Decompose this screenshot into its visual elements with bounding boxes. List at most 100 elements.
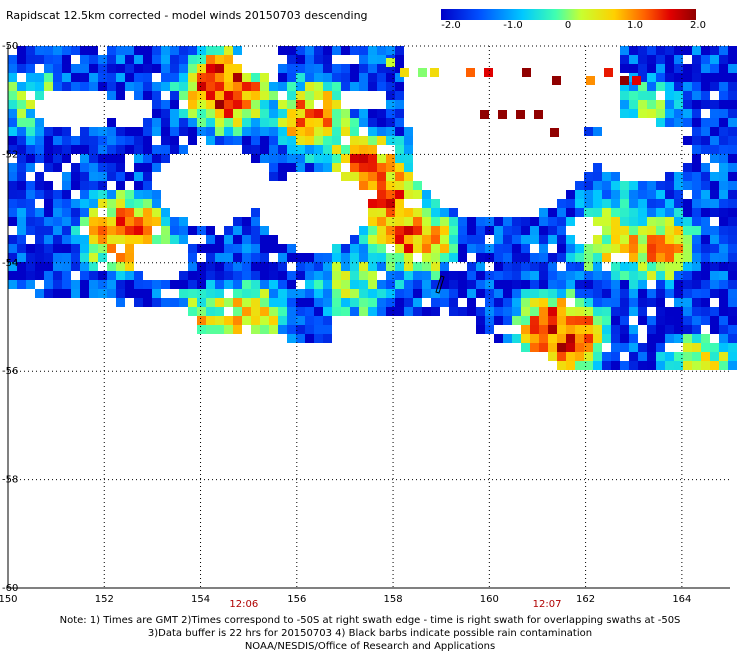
heatmap-cell <box>683 271 692 280</box>
heatmap-cell <box>449 298 458 307</box>
heatmap-cell <box>710 109 719 118</box>
heatmap-cell <box>530 253 539 262</box>
heatmap-cell <box>107 127 116 136</box>
heatmap-cell <box>305 100 314 109</box>
heatmap-cell <box>440 289 449 298</box>
heatmap-cell <box>269 307 278 316</box>
heatmap-cell <box>404 145 413 154</box>
heatmap-cell <box>341 82 350 91</box>
heatmap-cell <box>665 289 674 298</box>
heatmap-cell <box>503 271 512 280</box>
heatmap-cell <box>602 199 611 208</box>
heatmap-cell <box>728 109 737 118</box>
heatmap-cell <box>395 136 404 145</box>
heatmap-cell <box>62 280 71 289</box>
heatmap-cell <box>701 136 710 145</box>
heatmap-cell <box>710 280 719 289</box>
heatmap-cell <box>719 172 728 181</box>
heatmap-cell <box>566 235 575 244</box>
heatmap-cell <box>89 46 98 55</box>
heatmap-cell <box>89 217 98 226</box>
heatmap-cell <box>449 271 458 280</box>
heatmap-cell <box>404 262 413 271</box>
heatmap-cell <box>449 289 458 298</box>
heatmap-cell <box>125 46 134 55</box>
heatmap-cell <box>71 262 80 271</box>
heatmap-cell <box>584 244 593 253</box>
heatmap-cell <box>557 361 566 370</box>
heatmap-cell <box>593 190 602 199</box>
heatmap-cell <box>224 235 233 244</box>
heatmap-cell <box>170 235 179 244</box>
heatmap-cell <box>116 253 125 262</box>
heatmap-cell <box>620 109 629 118</box>
heatmap-cell <box>107 226 116 235</box>
heatmap-cell <box>692 100 701 109</box>
heatmap-cell <box>179 46 188 55</box>
heatmap-cell <box>215 253 224 262</box>
heatmap-cell <box>242 253 251 262</box>
heatmap-cell <box>629 253 638 262</box>
heatmap-cell <box>521 253 530 262</box>
heatmap-cell <box>503 289 512 298</box>
heatmap-cell <box>98 145 107 154</box>
heatmap-cell <box>534 110 543 119</box>
heatmap-cell <box>566 334 575 343</box>
heatmap-cell <box>62 208 71 217</box>
heatmap-cell <box>485 289 494 298</box>
heatmap-cell <box>116 64 125 73</box>
heatmap-cell <box>530 316 539 325</box>
heatmap-cell <box>260 127 269 136</box>
heatmap-cell <box>116 217 125 226</box>
heatmap-cell <box>539 298 548 307</box>
heatmap-cell <box>728 127 737 136</box>
heatmap-cell <box>557 316 566 325</box>
heatmap-cell <box>611 343 620 352</box>
heatmap-cell <box>278 73 287 82</box>
heatmap-cell <box>170 46 179 55</box>
heatmap-cell <box>278 280 287 289</box>
heatmap-cell <box>656 181 665 190</box>
heatmap-cell <box>404 190 413 199</box>
heatmap-cell <box>422 271 431 280</box>
heatmap-cell <box>206 307 215 316</box>
heatmap-cell <box>674 55 683 64</box>
heatmap-cell <box>557 235 566 244</box>
heatmap-cell <box>251 91 260 100</box>
heatmap-cell <box>719 181 728 190</box>
heatmap-cell <box>53 217 62 226</box>
heatmap-cell <box>728 307 737 316</box>
heatmap-cell <box>494 226 503 235</box>
heatmap-cell <box>98 163 107 172</box>
heatmap-cell <box>719 199 728 208</box>
heatmap-cell <box>728 199 737 208</box>
heatmap-cell <box>719 226 728 235</box>
heatmap-cell <box>332 154 341 163</box>
heatmap-cell <box>395 127 404 136</box>
heatmap-cell <box>719 289 728 298</box>
heatmap-cell <box>278 109 287 118</box>
heatmap-cell <box>350 298 359 307</box>
heatmap-cell <box>80 64 89 73</box>
heatmap-cell <box>602 307 611 316</box>
heatmap-cell <box>701 298 710 307</box>
heatmap-cell <box>350 235 359 244</box>
heatmap-cell <box>368 82 377 91</box>
heatmap-cell <box>314 73 323 82</box>
heatmap-cell <box>233 253 242 262</box>
heatmap-cell <box>251 280 260 289</box>
heatmap-cell <box>728 82 737 91</box>
heatmap-cell <box>498 110 507 119</box>
heatmap-cell <box>224 100 233 109</box>
heatmap-cell <box>476 307 485 316</box>
heatmap-cell <box>368 181 377 190</box>
heatmap-cell <box>206 91 215 100</box>
heatmap-cell <box>89 244 98 253</box>
heatmap-cell <box>413 190 422 199</box>
heatmap-cell <box>260 109 269 118</box>
heatmap-cell <box>647 46 656 55</box>
heatmap-cell <box>431 298 440 307</box>
heatmap-cell <box>404 172 413 181</box>
heatmap-cell <box>143 127 152 136</box>
heatmap-cell <box>26 109 35 118</box>
